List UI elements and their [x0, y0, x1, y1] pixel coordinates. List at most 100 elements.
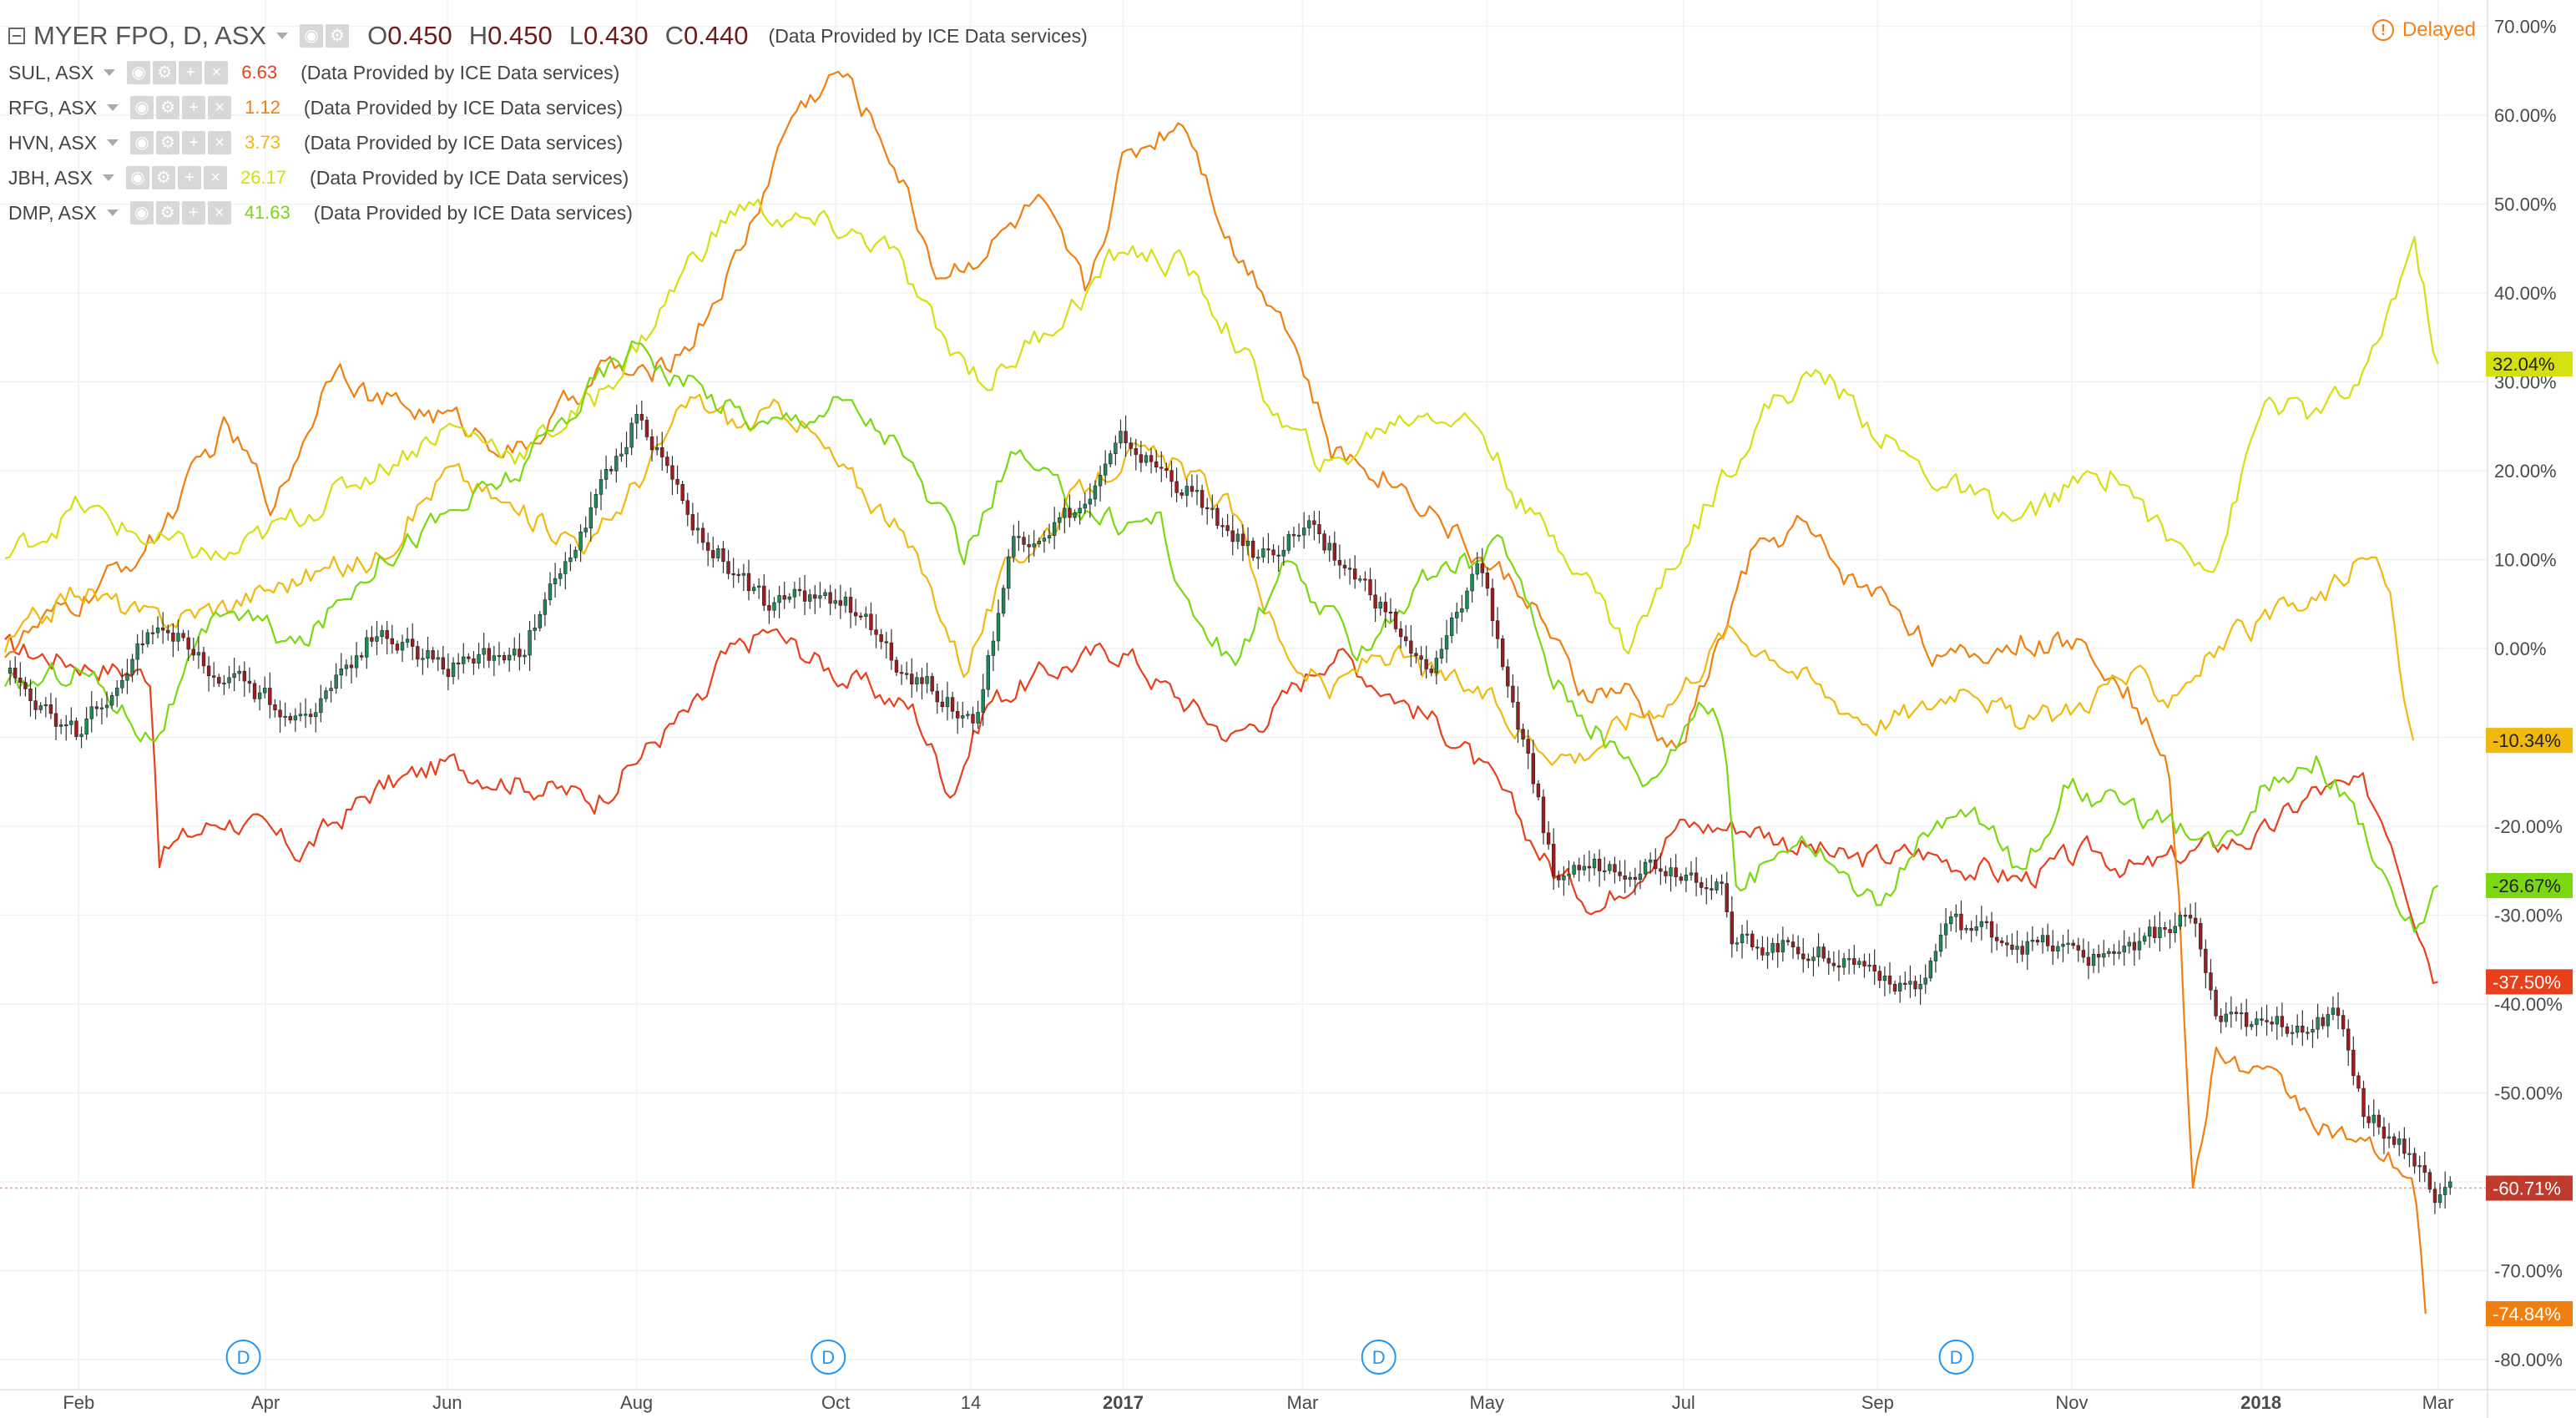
eye-icon[interactable]: ◉: [125, 166, 149, 189]
candle-body: [370, 637, 374, 642]
candle-body: [1786, 940, 1791, 942]
legend-symbol[interactable]: HVN, ASX: [8, 131, 98, 154]
gear-icon[interactable]: ⚙: [156, 131, 180, 154]
candle-body: [227, 677, 231, 684]
candle-body: [2422, 1165, 2427, 1173]
candle-body: [69, 720, 73, 725]
candle-body: [411, 638, 415, 647]
candle-body: [2275, 1016, 2279, 1025]
candle-body: [915, 677, 919, 684]
candle-body: [2371, 1114, 2376, 1123]
gear-icon[interactable]: ⚙: [156, 96, 180, 119]
candle-body: [1052, 522, 1057, 536]
series-line-hvn: [3, 393, 2415, 766]
candle-body: [33, 700, 38, 710]
main-symbol[interactable]: MYER FPO, D, ASX: [33, 21, 267, 50]
y-axis[interactable]: 70.00%60.00%50.00%40.00%30.00%20.00%10.0…: [2494, 17, 2563, 1371]
legend-symbol[interactable]: DMP, ASX: [8, 201, 97, 224]
dividend-marker-circle: [1361, 1340, 1397, 1375]
provider-note: (Data Provided by ICE Data services): [301, 61, 620, 83]
candle-body: [2010, 944, 2014, 950]
close-icon[interactable]: ×: [203, 166, 227, 189]
candle-body: [64, 724, 68, 727]
x-tick-label: Jul: [1672, 1392, 1695, 1413]
chevron-down-icon[interactable]: [107, 104, 119, 111]
gear-icon[interactable]: ⚙: [153, 61, 177, 84]
candle-body: [1083, 503, 1087, 509]
eye-icon[interactable]: ◉: [130, 131, 154, 154]
x-axis[interactable]: Feb Apr Jun Aug Oct 14 2017 Mar May Jul Sep Nov 2018…: [63, 1392, 2453, 1413]
add-icon[interactable]: +: [181, 201, 205, 225]
x-tick-label: Oct: [821, 1392, 850, 1413]
candle-body: [945, 697, 950, 708]
dividend-marker[interactable]: D: [1938, 1340, 1974, 1375]
eye-icon[interactable]: ◉: [127, 61, 151, 84]
candle-body: [2296, 1026, 2300, 1033]
eye-icon[interactable]: ◉: [130, 96, 154, 119]
gear-icon[interactable]: ⚙: [326, 24, 350, 48]
candle-body: [1460, 608, 1464, 613]
close-icon[interactable]: ×: [205, 61, 229, 84]
candle-body: [583, 527, 588, 532]
eye-icon[interactable]: ◉: [129, 201, 154, 225]
close-icon[interactable]: ×: [207, 201, 231, 225]
candle-body: [1735, 942, 1740, 945]
candle-body: [293, 715, 298, 721]
add-icon[interactable]: +: [182, 131, 206, 154]
candle-body: [528, 630, 532, 656]
add-icon[interactable]: +: [182, 96, 206, 119]
dividend-marker[interactable]: D: [225, 1340, 261, 1375]
candle-body: [1434, 658, 1439, 674]
close-icon[interactable]: ×: [208, 131, 232, 154]
candle-body: [930, 676, 934, 692]
last-value-label-bg: [2486, 873, 2573, 899]
delayed-status[interactable]: ! Delayed: [2371, 18, 2476, 42]
collapse-icon[interactable]: [8, 28, 25, 44]
eye-icon[interactable]: ◉: [300, 24, 324, 48]
candle-body: [89, 706, 93, 719]
candle-body: [864, 613, 868, 618]
dividend-marker[interactable]: D: [811, 1340, 846, 1375]
high-label: H: [468, 21, 488, 50]
chevron-down-icon[interactable]: [102, 174, 114, 181]
candle-body: [400, 642, 405, 651]
y-tick-label: -40.00%: [2494, 994, 2563, 1015]
candle-body: [624, 447, 629, 455]
candle-body: [339, 668, 343, 676]
candle-body: [2178, 915, 2183, 927]
legend-symbol[interactable]: RFG, ASX: [8, 96, 98, 119]
candle-body: [1770, 943, 1775, 953]
chevron-down-icon[interactable]: [106, 209, 119, 216]
legend-symbol[interactable]: SUL, ASX: [8, 61, 94, 83]
candle-body: [599, 479, 604, 495]
legend-symbol[interactable]: JBH, ASX: [8, 166, 93, 189]
x-tick-label: Nov: [2055, 1392, 2088, 1413]
candle-body: [879, 633, 883, 643]
candle-body: [2107, 951, 2111, 954]
provider-note: (Data Provided by ICE Data services): [310, 166, 629, 189]
candle-body: [416, 646, 420, 660]
add-icon[interactable]: +: [177, 166, 201, 189]
add-icon[interactable]: +: [179, 61, 203, 84]
candle-body: [2265, 1020, 2269, 1022]
dividend-marker[interactable]: D: [1361, 1340, 1397, 1375]
last-value-label: -74.84%: [2486, 1301, 2573, 1327]
candle-body: [308, 714, 313, 717]
last-value-label: -37.50%: [2486, 969, 2573, 995]
candle-body: [2035, 940, 2040, 943]
close-icon[interactable]: ×: [208, 96, 232, 119]
chevron-down-icon[interactable]: [276, 33, 289, 39]
candle-body: [2224, 1013, 2228, 1022]
open-value: 0.450: [387, 21, 452, 50]
candle-body: [1852, 958, 1856, 965]
gear-icon[interactable]: ⚙: [155, 201, 179, 225]
chevron-down-icon[interactable]: [107, 139, 119, 146]
candle-body: [1210, 507, 1215, 510]
candle-body: [1240, 533, 1245, 546]
candle-body: [853, 612, 858, 617]
candle-body: [1250, 540, 1255, 558]
candle-body: [2356, 1075, 2361, 1089]
chevron-down-icon[interactable]: [104, 69, 116, 76]
gear-icon[interactable]: ⚙: [151, 166, 175, 189]
